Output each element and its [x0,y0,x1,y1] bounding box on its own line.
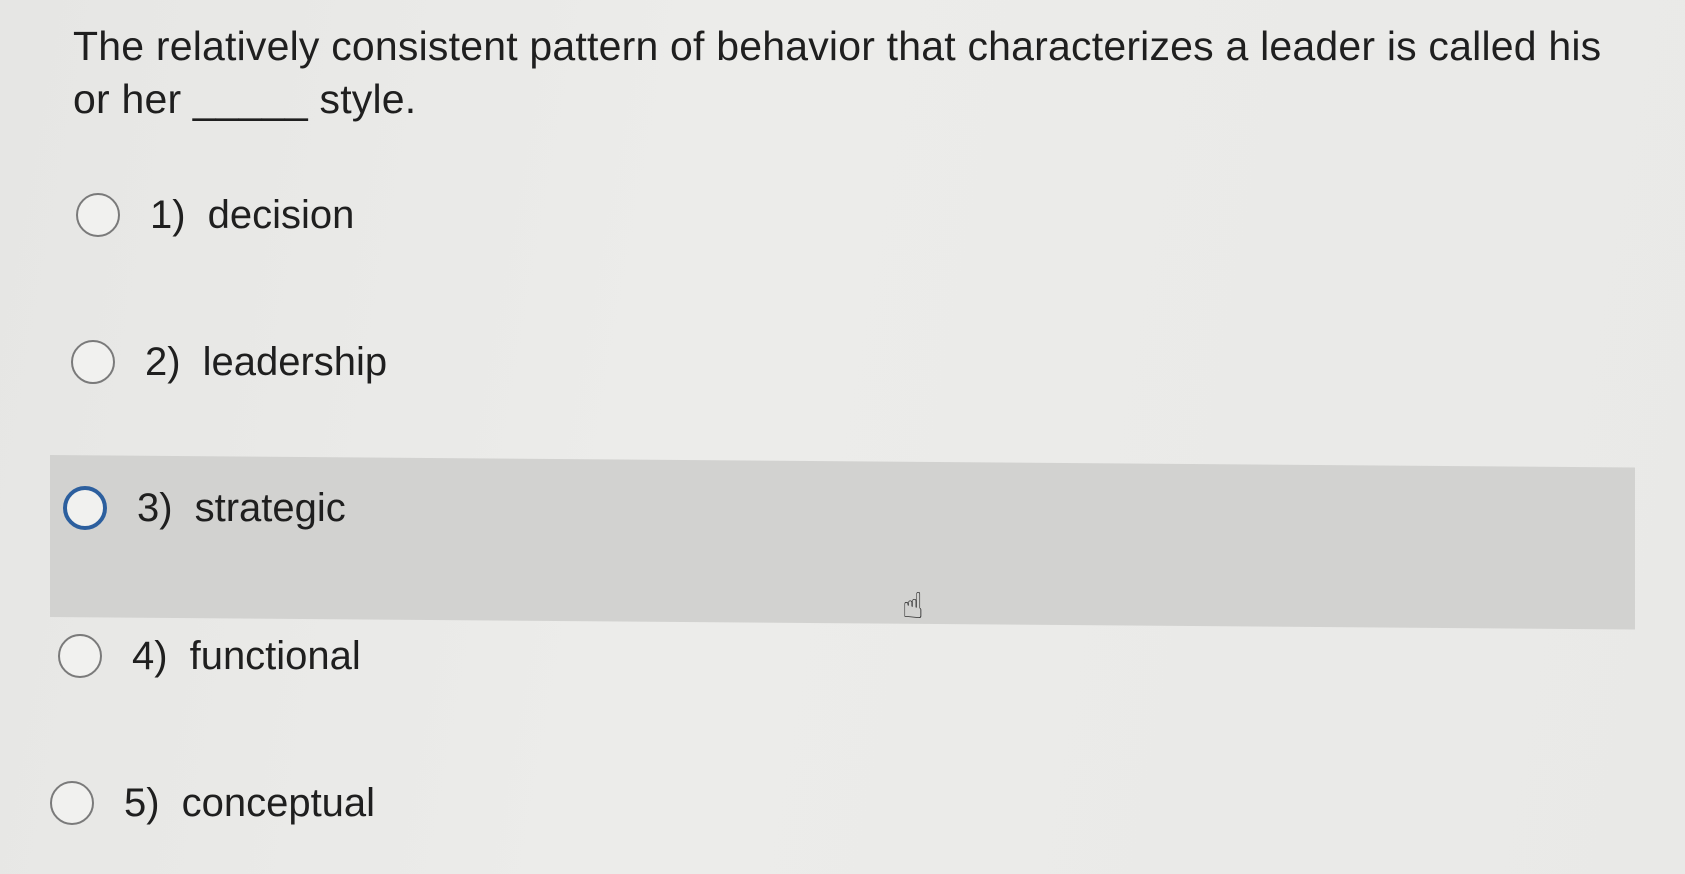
option-number: 1) [150,192,186,237]
radio-button[interactable] [76,193,120,237]
option-label: strategic [194,485,346,530]
option-label: leadership [202,339,388,384]
option-2[interactable]: 2) leadership [71,332,387,392]
option-number: 4) [132,633,168,678]
option-label: conceptual [181,780,376,825]
radio-button[interactable] [63,486,107,530]
option-1[interactable]: 1) decision [76,185,354,245]
hand-pointer-icon: ☝ [902,585,924,626]
radio-button[interactable] [71,340,115,384]
option-label: decision [207,192,355,237]
option-4[interactable]: 4) functional [58,626,361,686]
option-3[interactable]: 3) strategic [63,478,346,538]
option-number: 3) [137,485,173,530]
radio-button[interactable] [58,634,102,678]
option-5[interactable]: 5) conceptual [50,773,375,833]
option-number: 2) [145,339,181,384]
option-number: 5) [124,780,160,825]
radio-button[interactable] [50,781,94,825]
option-label: functional [189,633,361,678]
question-text: The relatively consistent pattern of beh… [73,23,1602,122]
